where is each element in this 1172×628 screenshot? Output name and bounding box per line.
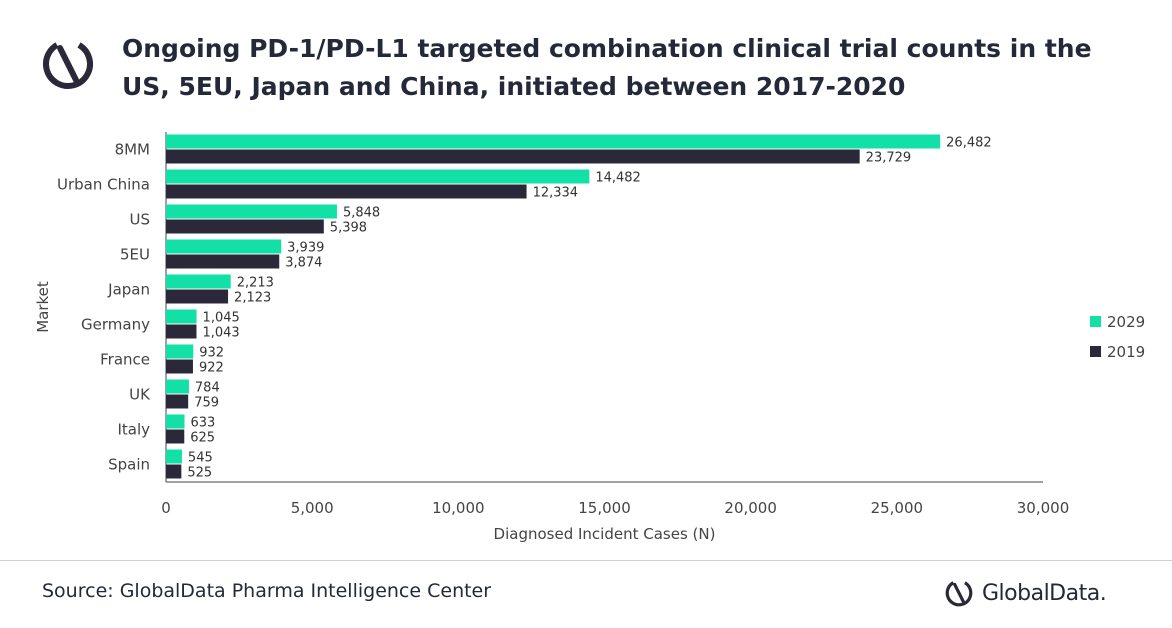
bar-2029: [166, 274, 231, 289]
x-tick-label: 15,000: [578, 499, 631, 517]
data-label-2029: 5,848: [343, 206, 380, 221]
bar-2029: [166, 344, 194, 359]
bar-2019: [166, 464, 182, 479]
data-label-2019: 23,729: [866, 151, 912, 166]
category-label: UK: [129, 386, 151, 404]
x-tick-label: 10,000: [432, 499, 485, 517]
data-label-2019: 1,043: [202, 326, 239, 341]
bar-2029: [166, 204, 337, 219]
brand-name: GlobalData.: [982, 580, 1107, 606]
bar-2029: [166, 379, 189, 394]
bar-chart: 0 5,000 10,000 15,000 20,000 25,000 30,000 Diag…: [34, 132, 1145, 543]
x-tick-label: 5,000: [291, 499, 334, 517]
category-label: Germany: [81, 316, 150, 334]
category-label: 5EU: [120, 246, 150, 264]
category-label: Spain: [108, 456, 150, 474]
category-label: Italy: [117, 421, 150, 439]
data-label-2029: 633: [191, 416, 216, 431]
bar-2019: [166, 149, 860, 164]
data-label-2029: 26,482: [946, 136, 992, 151]
globaldata-logo-icon: [43, 39, 93, 89]
category-label: US: [129, 211, 150, 229]
category-label: France: [100, 351, 150, 369]
category-label: Urban China: [57, 176, 150, 194]
x-tick-label: 30,000: [1017, 499, 1070, 517]
bar-2029: [166, 414, 185, 429]
x-axis-label: Diagnosed Incident Cases (N): [494, 525, 716, 543]
bar-2029: [166, 134, 941, 149]
globaldata-logo-icon: [945, 579, 973, 607]
bar-2019: [166, 184, 527, 199]
bar-2019: [166, 429, 185, 444]
legend-label-2019: 2019: [1107, 343, 1145, 361]
data-label-2029: 932: [199, 346, 224, 361]
category-label: Japan: [107, 281, 150, 299]
data-label-2019: 922: [199, 361, 224, 376]
bar-2029: [166, 449, 182, 464]
x-tick-label: 25,000: [871, 499, 924, 517]
data-label-2019: 3,874: [285, 256, 322, 271]
legend-swatch-2029: [1090, 316, 1101, 327]
data-label-2029: 3,939: [287, 241, 324, 256]
x-tick-label: 0: [161, 499, 171, 517]
legend-label-2029: 2029: [1107, 313, 1145, 331]
data-label-2019: 2,123: [234, 291, 271, 306]
data-label-2019: 625: [190, 431, 215, 446]
source-note: Source: GlobalData Pharma Intelligence C…: [42, 580, 492, 602]
brand-logo: GlobalData.: [944, 576, 1107, 610]
data-label-2029: 2,213: [237, 276, 274, 291]
data-label-2029: 14,482: [595, 171, 641, 186]
bar-2029: [166, 239, 282, 254]
data-label-2029: 784: [195, 381, 220, 396]
bar-2019: [166, 359, 193, 374]
data-label-2029: 1,045: [203, 311, 240, 326]
bar-2019: [166, 324, 197, 339]
bar-2019: [166, 254, 280, 269]
data-label-2029: 545: [188, 451, 213, 466]
legend-swatch-2019: [1090, 346, 1101, 357]
data-label-2019: 12,334: [533, 186, 579, 201]
data-label-2019: 525: [187, 466, 212, 481]
category-label: 8MM: [115, 141, 150, 159]
bar-2019: [166, 394, 189, 409]
bar-2029: [166, 309, 197, 324]
bar-2029: [166, 169, 590, 184]
data-label-2019: 5,398: [330, 221, 367, 236]
data-label-2019: 759: [194, 396, 219, 411]
chart-title: Ongoing PD-1/PD-L1 targeted combination …: [122, 34, 1092, 101]
bar-2019: [166, 219, 324, 234]
footer-divider: [0, 560, 1172, 561]
bar-2019: [166, 289, 229, 304]
y-axis-label: Market: [34, 281, 52, 333]
x-tick-label: 20,000: [724, 499, 777, 517]
